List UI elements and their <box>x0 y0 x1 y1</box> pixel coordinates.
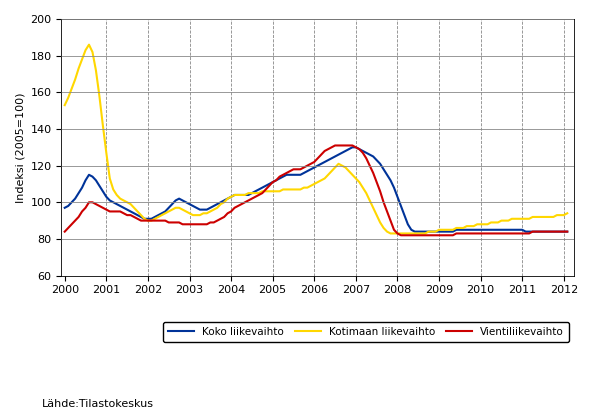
Kotimaan liikevaihto <box>564 211 571 216</box>
Vientiliikevaihto <box>182 222 189 227</box>
Vientiliikevaihto <box>203 222 210 227</box>
Line: Vientiliikevaihto: Vientiliikevaihto <box>65 146 567 235</box>
Kotimaan liikevaihto <box>186 211 193 216</box>
Text: Lähde:Tilastokeskus: Lähde:Tilastokeskus <box>42 399 154 409</box>
Vientiliikevaihto <box>331 143 339 148</box>
Koko liikevaihto <box>359 148 366 153</box>
Vientiliikevaihto <box>359 150 366 155</box>
Legend: Koko liikevaihto, Kotimaan liikevaihto, Vientiliikevaihto: Koko liikevaihto, Kotimaan liikevaihto, … <box>163 322 569 342</box>
Koko liikevaihto <box>411 229 418 234</box>
Koko liikevaihto <box>120 205 127 210</box>
Kotimaan liikevaihto <box>86 42 93 47</box>
Koko liikevaihto <box>314 163 321 168</box>
Kotimaan liikevaihto <box>61 103 68 108</box>
Vientiliikevaihto <box>314 156 321 161</box>
Vientiliikevaihto <box>397 233 405 238</box>
Kotimaan liikevaihto <box>207 209 214 214</box>
Koko liikevaihto <box>564 229 571 234</box>
Kotimaan liikevaihto <box>124 200 131 205</box>
Koko liikevaihto <box>349 145 356 150</box>
Vientiliikevaihto <box>61 229 68 234</box>
Koko liikevaihto <box>61 205 68 210</box>
Koko liikevaihto <box>203 207 210 212</box>
Koko liikevaihto <box>186 201 193 206</box>
Kotimaan liikevaihto <box>318 178 325 183</box>
Vientiliikevaihto <box>186 222 193 227</box>
Vientiliikevaihto <box>564 229 571 234</box>
Kotimaan liikevaihto <box>387 231 394 236</box>
Koko liikevaihto <box>182 200 189 205</box>
Y-axis label: Indeksi (2005=100): Indeksi (2005=100) <box>15 92 25 203</box>
Line: Koko liikevaihto: Koko liikevaihto <box>65 147 567 231</box>
Vientiliikevaihto <box>120 211 127 216</box>
Kotimaan liikevaihto <box>359 185 366 190</box>
Line: Kotimaan liikevaihto: Kotimaan liikevaihto <box>65 45 567 234</box>
Kotimaan liikevaihto <box>189 213 197 218</box>
